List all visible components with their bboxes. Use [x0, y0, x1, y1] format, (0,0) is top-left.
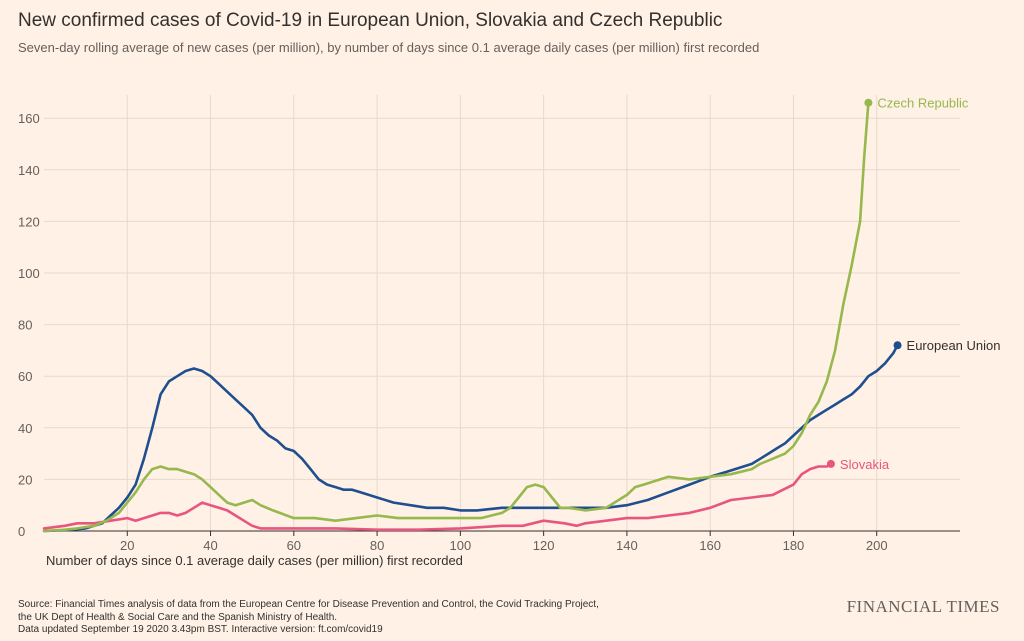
y-tick-label-0: 0 [18, 524, 25, 539]
x-tick-label-80: 80 [370, 538, 384, 553]
chart-title: New confirmed cases of Covid-19 in Europ… [18, 10, 723, 31]
x-tick-label-100: 100 [450, 538, 472, 553]
x-tick-label-160: 160 [699, 538, 721, 553]
y-tick-label-40: 40 [18, 421, 32, 436]
series-line-slovakia [42, 462, 833, 532]
y-tick-label-140: 140 [18, 163, 40, 178]
series-end-dot-czech-republic [864, 98, 873, 107]
series-labels: European Union Slovakia Czech Republic [826, 96, 1001, 472]
x-axis-label: Number of days since 0.1 average daily c… [46, 553, 463, 568]
y-tick-label-80: 80 [18, 318, 32, 333]
x-tick-label-140: 140 [616, 538, 638, 553]
series-line-czech-republic [42, 101, 870, 533]
series-line-european-union [42, 343, 899, 533]
source-line-1: Source: Financial Times analysis of data… [18, 599, 599, 610]
y-axis-ticks: 0 20 40 60 80 100 120 140 160 [18, 111, 40, 539]
series-end-dot-slovakia [826, 459, 835, 468]
x-tick-label-40: 40 [203, 538, 217, 553]
x-tick-label-20: 20 [120, 538, 134, 553]
x-tick-label-120: 120 [533, 538, 555, 553]
source-line-3: Data updated September 19 2020 3.43pm BS… [18, 624, 383, 635]
x-tick-label-60: 60 [287, 538, 301, 553]
source-note: Source: Financial Times analysis of data… [18, 599, 599, 637]
grid-lines [44, 95, 960, 531]
series-lines [42, 101, 899, 533]
ft-logo: FINANCIAL TIMES [846, 597, 1000, 616]
y-tick-label-20: 20 [18, 472, 32, 487]
chart-subtitle: Seven-day rolling average of new cases (… [18, 40, 760, 55]
series-label-slovakia: Slovakia [840, 457, 890, 472]
y-tick-label-60: 60 [18, 369, 32, 384]
series-end-dot-european-union [893, 341, 902, 350]
y-tick-label-160: 160 [18, 111, 40, 126]
y-tick-label-120: 120 [18, 214, 40, 229]
series-label-czech-republic: Czech Republic [877, 96, 969, 111]
y-tick-label-100: 100 [18, 266, 40, 281]
source-line-2: the UK Dept of Health & Social Care and … [18, 611, 338, 623]
x-axis-ticks: 20 40 60 80 100 120 140 160 180 200 [120, 531, 888, 553]
x-tick-label-200: 200 [866, 538, 888, 553]
x-tick-label-180: 180 [783, 538, 805, 553]
series-label-european-union: European Union [907, 338, 1001, 353]
